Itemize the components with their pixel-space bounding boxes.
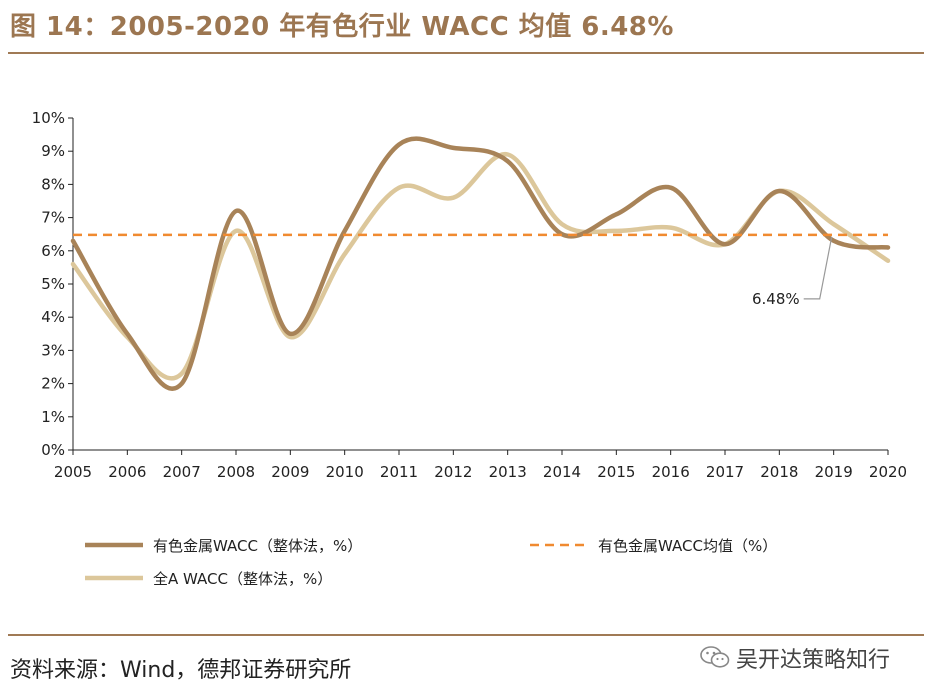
y-tick-label: 6% bbox=[41, 242, 65, 260]
y-tick-label: 2% bbox=[41, 375, 65, 393]
legend-label-series-all-a-wacc: 全A WACC（整体法，%） bbox=[153, 570, 332, 588]
y-tick-label: 1% bbox=[41, 408, 65, 426]
watermark-text: 吴开达策略知行 bbox=[736, 648, 891, 673]
legend: 有色金属WACC（整体法，%） 有色金属WACC均值（%） 全A WACC（整体法，… bbox=[85, 537, 777, 588]
title-rule bbox=[8, 52, 924, 54]
footer-rule bbox=[8, 634, 924, 636]
x-tick-label: 2010 bbox=[326, 463, 364, 481]
x-tick-label: 2008 bbox=[217, 463, 255, 481]
y-tick-label: 9% bbox=[41, 142, 65, 160]
wechat-icon bbox=[700, 645, 730, 671]
x-tick-label: 2016 bbox=[652, 463, 690, 481]
legend-label-series-nonferrous-avg: 有色金属WACC均值（%） bbox=[598, 537, 777, 555]
x-tick-label: 2009 bbox=[271, 463, 309, 481]
x-axis-ticks: 2005 2006 2007 2008 2009 2010 2011 2012 2013 2014… bbox=[54, 450, 907, 481]
x-tick-label: 2014 bbox=[543, 463, 581, 481]
y-tick-label: 10% bbox=[32, 109, 65, 127]
x-tick-label: 2011 bbox=[380, 463, 418, 481]
y-tick-label: 4% bbox=[41, 308, 65, 326]
series-layer bbox=[70, 136, 891, 391]
figure-title: 图 14：2005-2020 年有色行业 WACC 均值 6.48% bbox=[10, 12, 674, 42]
y-tick-label: 8% bbox=[41, 175, 65, 193]
legend-label-series-nonferrous-wacc: 有色金属WACC（整体法，%） bbox=[153, 537, 362, 555]
annotation-label: 6.48% bbox=[752, 290, 800, 308]
x-tick-label: 2017 bbox=[706, 463, 744, 481]
x-tick-label: 2020 bbox=[869, 463, 907, 481]
y-axis-ticks: 0% 1% 2% 3% 4% 5% 6% 7% 8% 9% 10% bbox=[32, 109, 73, 459]
x-tick-label: 2015 bbox=[597, 463, 635, 481]
line-chart: 0% 1% 2% 3% 4% 5% 6% 7% 8% 9% 10% 2005 2006 2007 2008… bbox=[32, 109, 907, 588]
y-tick-label: 0% bbox=[41, 441, 65, 459]
x-tick-label: 2005 bbox=[54, 463, 92, 481]
series-nonferrous-wacc bbox=[70, 136, 891, 391]
annotation-leader-line bbox=[803, 236, 833, 300]
source-note: 资料来源：Wind，德邦证券研究所 bbox=[10, 658, 352, 683]
watermark: 吴开达策略知行 bbox=[700, 642, 890, 674]
y-tick-label: 5% bbox=[41, 275, 65, 293]
x-tick-label: 2018 bbox=[760, 463, 798, 481]
x-tick-label: 2012 bbox=[434, 463, 472, 481]
annotation: 6.48% bbox=[752, 236, 833, 308]
x-tick-label: 2006 bbox=[108, 463, 146, 481]
y-tick-label: 3% bbox=[41, 341, 65, 359]
axes bbox=[72, 118, 888, 451]
y-tick-label: 7% bbox=[41, 209, 65, 227]
x-tick-label: 2007 bbox=[163, 463, 201, 481]
x-tick-label: 2019 bbox=[815, 463, 853, 481]
x-tick-label: 2013 bbox=[489, 463, 527, 481]
